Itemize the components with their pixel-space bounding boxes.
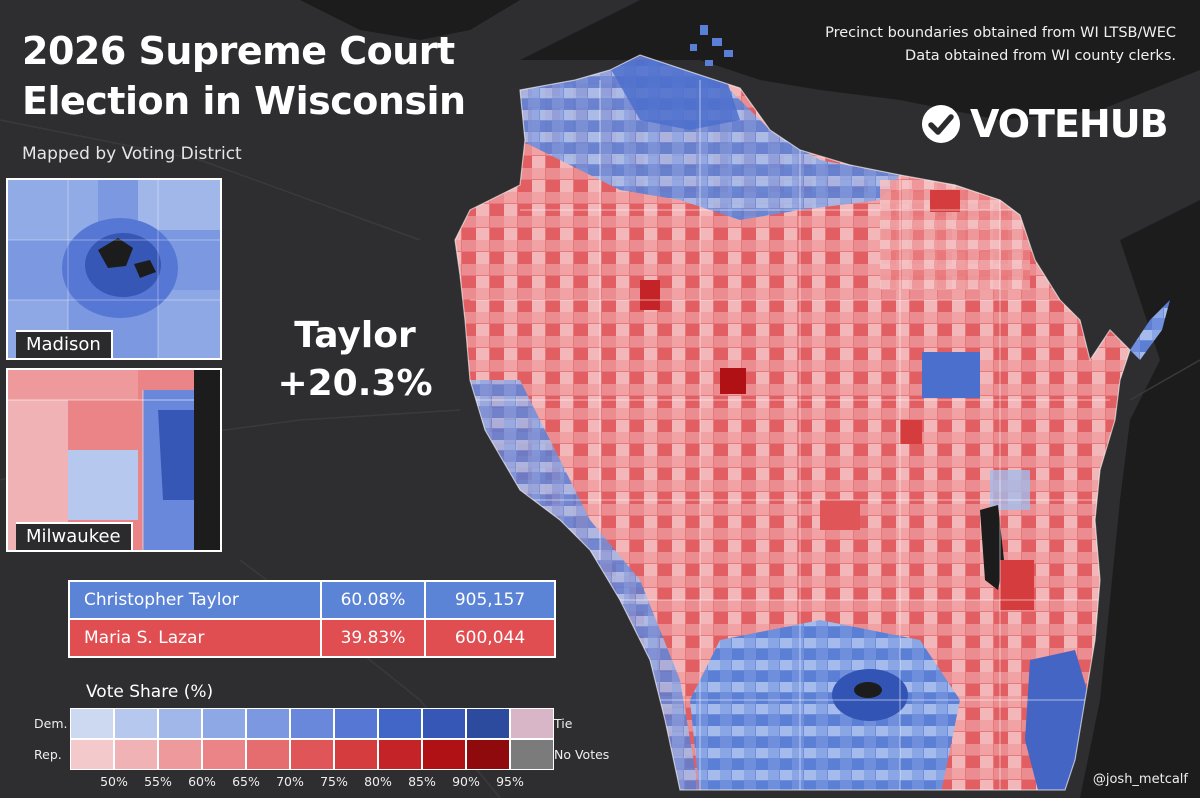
margin-candidate: Taylor bbox=[294, 315, 416, 356]
legend-swatch-dem bbox=[378, 708, 422, 739]
legend-swatch-tie bbox=[510, 708, 554, 739]
legend-swatch-dem bbox=[422, 708, 466, 739]
vote-percent: 60.08% bbox=[320, 580, 426, 620]
vote-percent: 39.83% bbox=[320, 618, 426, 658]
legend-swatch-dem bbox=[290, 708, 334, 739]
legend-title: Vote Share (%) bbox=[86, 682, 214, 702]
legend-tick-label: 90% bbox=[452, 774, 480, 789]
brand-name: VOTEHUB bbox=[970, 102, 1169, 146]
result-row-dem: Christopher Taylor 60.08% 905,157 bbox=[68, 580, 556, 620]
madison-inset-map bbox=[8, 180, 220, 358]
legend-swatch-dem bbox=[246, 708, 290, 739]
legend-swatch-rep bbox=[466, 739, 510, 770]
legend-tick-label: 75% bbox=[320, 774, 348, 789]
legend-tick-label: 85% bbox=[408, 774, 436, 789]
legend-tick-label: 50% bbox=[100, 774, 128, 789]
inset-milwaukee: Milwaukee bbox=[6, 368, 222, 552]
legend-swatch-rep bbox=[202, 739, 246, 770]
legend-rep-label: Rep. bbox=[34, 747, 62, 762]
candidate-name: Maria S. Lazar bbox=[68, 618, 322, 658]
legend-swatch-dem bbox=[70, 708, 114, 739]
legend-tick-label: 65% bbox=[232, 774, 260, 789]
margin-value: +20.3% bbox=[277, 363, 433, 404]
credit-line-1: Precinct boundaries obtained from WI LTS… bbox=[825, 25, 1176, 41]
legend-swatch-dem bbox=[158, 708, 202, 739]
legend-dem-label: Dem. bbox=[34, 716, 68, 731]
legend-swatch-dem bbox=[466, 708, 510, 739]
legend-tie-label: Tie bbox=[554, 716, 573, 731]
candidate-name: Christopher Taylor bbox=[68, 580, 322, 620]
margin-callout: Taylor +20.3% bbox=[270, 312, 440, 408]
vote-count: 600,044 bbox=[424, 618, 556, 658]
legend-tick-label: 70% bbox=[276, 774, 304, 789]
legend-swatch-rep bbox=[114, 739, 158, 770]
title-line-1: 2026 Supreme Court bbox=[22, 29, 455, 73]
legend-swatch-rep bbox=[378, 739, 422, 770]
legend-swatch-rep bbox=[334, 739, 378, 770]
legend-swatch-dem bbox=[334, 708, 378, 739]
inset-madison: Madison bbox=[6, 178, 222, 360]
legend-tick-label: 60% bbox=[188, 774, 216, 789]
legend-swatch-rep bbox=[246, 739, 290, 770]
legend-novotes-label: No Votes bbox=[554, 747, 610, 762]
brand-logo: VOTEHUB bbox=[920, 96, 1169, 152]
title-line-2: Election in Wisconsin bbox=[22, 79, 466, 123]
results-table: Christopher Taylor 60.08% 905,157 Maria … bbox=[68, 580, 556, 658]
checkmark-circle-icon bbox=[922, 105, 960, 143]
legend-swatch-rep bbox=[158, 739, 202, 770]
inset-label-madison: Madison bbox=[16, 330, 113, 358]
milwaukee-inset-map bbox=[8, 370, 220, 550]
legend-swatch-novotes bbox=[510, 739, 554, 770]
legend-tick-label: 55% bbox=[144, 774, 172, 789]
legend-swatch-dem bbox=[114, 708, 158, 739]
result-row-rep: Maria S. Lazar 39.83% 600,044 bbox=[68, 618, 556, 658]
legend-swatch-rep bbox=[70, 739, 114, 770]
legend-tick-label: 95% bbox=[496, 774, 524, 789]
author-handle: @josh_metcalf bbox=[1092, 772, 1188, 787]
inset-label-milwaukee: Milwaukee bbox=[16, 522, 133, 550]
map-subtitle: Mapped by Voting District bbox=[22, 144, 242, 164]
source-credits: Precinct boundaries obtained from WI LTS… bbox=[825, 22, 1176, 68]
legend-tick-label: 80% bbox=[364, 774, 392, 789]
legend-swatch-rep bbox=[422, 739, 466, 770]
legend-swatch-dem bbox=[202, 708, 246, 739]
legend-swatch-rep bbox=[290, 739, 334, 770]
map-title: 2026 Supreme Court Election in Wisconsin bbox=[22, 26, 466, 126]
credit-line-2: Data obtained from WI county clerks. bbox=[905, 48, 1176, 64]
vote-count: 905,157 bbox=[424, 580, 556, 620]
